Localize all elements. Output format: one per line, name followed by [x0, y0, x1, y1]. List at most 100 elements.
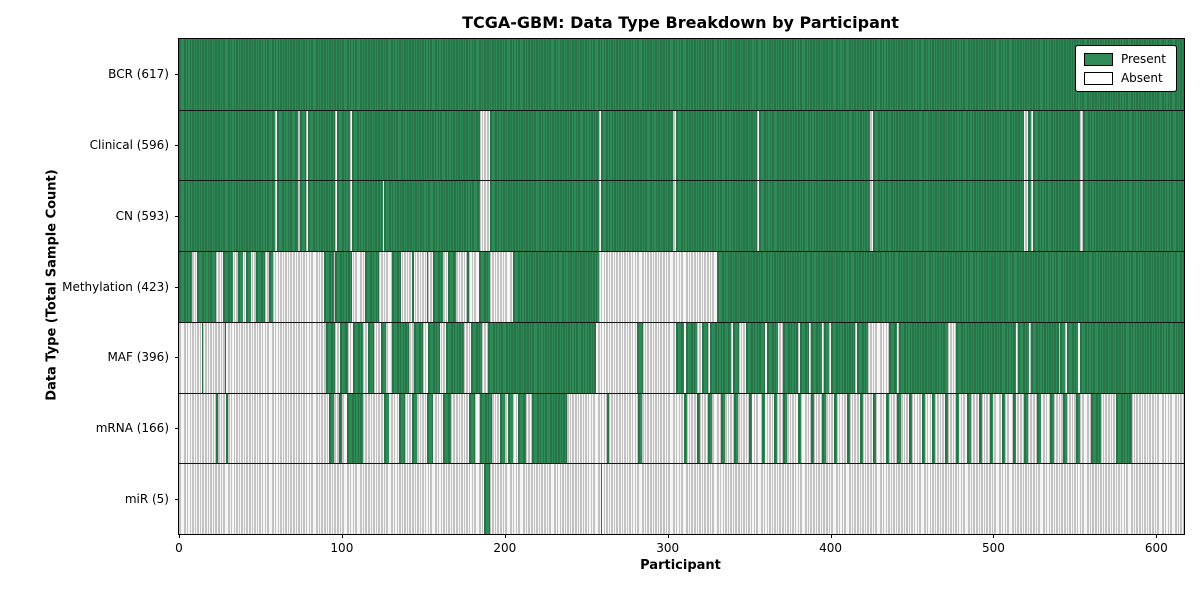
legend-absent-swatch [1083, 71, 1113, 85]
y-tick-label-methylation: Methylation (423) [62, 279, 169, 294]
present-segment [335, 252, 352, 322]
present-segment [846, 393, 851, 464]
x-tick-mark [341, 534, 343, 538]
present-segment [237, 252, 243, 322]
present-segment [336, 110, 350, 181]
x-tick-mark [993, 534, 995, 538]
row-mrna [179, 392, 1184, 464]
present-segment [340, 322, 349, 393]
row-maf [179, 321, 1184, 393]
present-segment [990, 393, 994, 464]
present-segment [428, 322, 440, 393]
present-segment [245, 252, 251, 322]
present-segment [762, 393, 766, 464]
present-segment [1083, 110, 1184, 181]
present-segment [885, 393, 890, 464]
row-cn [179, 180, 1184, 252]
present-segment [1079, 322, 1184, 393]
legend-absent-label: Absent [1120, 71, 1163, 85]
present-segment [446, 322, 465, 393]
present-segment [468, 393, 476, 464]
present-segment [299, 110, 307, 181]
present-segment [701, 322, 709, 393]
present-segment [1027, 110, 1031, 181]
present-segment [758, 181, 870, 252]
present-segment [392, 252, 401, 322]
present-segment [490, 110, 600, 181]
row-clinical [179, 109, 1184, 181]
present-segment [822, 393, 826, 464]
present-segment [1083, 181, 1184, 252]
present-segment [758, 110, 870, 181]
y-tick-label-bcr: BCR (617) [108, 67, 169, 82]
present-segment [364, 252, 380, 322]
x-tick-mark [667, 534, 669, 538]
present-segment [797, 393, 802, 464]
present-segment [268, 252, 274, 322]
present-segment [384, 393, 390, 464]
y-tick-label-maf: MAF (396) [107, 350, 169, 365]
present-segment [675, 110, 758, 181]
present-segment [921, 393, 925, 464]
present-segment [367, 322, 375, 393]
present-segment [433, 252, 443, 322]
present-segment [447, 252, 456, 322]
x-tick-label-500: 500 [981, 541, 1005, 555]
present-segment [685, 322, 697, 393]
present-segment [1001, 393, 1005, 464]
present-segment [1027, 181, 1031, 252]
present-segment [872, 181, 1025, 252]
present-segment [392, 322, 409, 393]
present-segment [675, 181, 758, 252]
row-methylation [179, 251, 1184, 322]
present-segment [328, 393, 334, 464]
present-segment [1024, 393, 1028, 464]
present-segment [351, 110, 481, 181]
present-segment [179, 181, 276, 252]
present-segment [636, 322, 644, 393]
present-segment [307, 181, 336, 252]
y-tick-label-clinical: Clinical (596) [89, 138, 169, 153]
present-segment [353, 322, 364, 393]
y-tick-mark [175, 357, 179, 359]
present-segment [338, 393, 342, 464]
present-segment [889, 322, 898, 393]
present-segment [478, 252, 491, 322]
present-segment [1050, 393, 1054, 464]
plot-area: BCR (617) Clinical (596) CN (593) Methylati… [62, 38, 1185, 555]
present-segment [323, 252, 334, 322]
present-segment [734, 393, 738, 464]
present-segment [1017, 322, 1030, 393]
present-segment [1115, 393, 1132, 464]
present-segment [532, 393, 567, 464]
present-segment [1063, 393, 1067, 464]
y-axis-label: Data Type (Total Sample Count) [44, 169, 60, 401]
x-tick-label-600: 600 [1144, 541, 1168, 555]
present-segment [638, 393, 642, 464]
present-segment [467, 252, 469, 322]
present-segment [1032, 181, 1080, 252]
x-tick-label-0: 0 [175, 541, 183, 555]
y-tick-label-mrna: mRNA (166) [95, 420, 169, 435]
present-segment [708, 393, 712, 464]
y-tick-mark [175, 74, 179, 76]
present-segment [745, 322, 766, 393]
legend-present-swatch [1083, 52, 1113, 66]
y-tick-mark [175, 498, 179, 500]
present-segment [1076, 393, 1080, 464]
x-tick-mark [504, 534, 506, 538]
present-segment [276, 110, 298, 181]
present-segment [411, 393, 417, 464]
present-segment [773, 393, 777, 464]
present-segment [442, 393, 451, 464]
present-segment [897, 393, 901, 464]
present-segment [783, 393, 787, 464]
present-segment [499, 393, 505, 464]
present-segment [179, 110, 276, 181]
present-segment [216, 393, 219, 464]
present-segment [426, 252, 429, 322]
present-segment [908, 393, 912, 464]
present-segment [508, 393, 513, 464]
present-segment [967, 393, 971, 464]
present-segment [683, 393, 688, 464]
